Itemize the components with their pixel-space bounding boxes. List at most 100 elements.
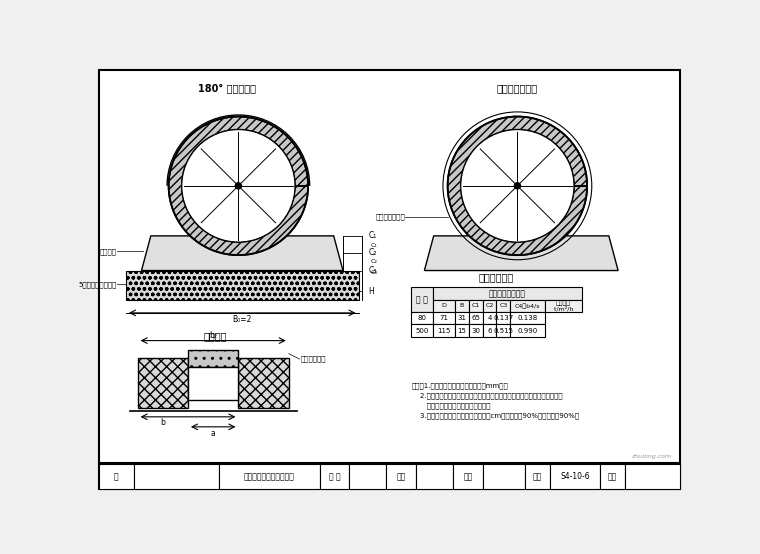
Bar — [511, 325, 544, 337]
Text: D: D — [442, 304, 446, 309]
Text: 0.990: 0.990 — [518, 327, 537, 334]
Bar — [411, 325, 433, 337]
Bar — [349, 464, 386, 489]
Bar — [454, 325, 469, 337]
Bar — [239, 357, 289, 408]
Text: C2: C2 — [486, 304, 494, 309]
Bar — [188, 350, 239, 367]
Text: 说明：1.图注尺寸除角度外，其余均以mm计。: 说明：1.图注尺寸除角度外，其余均以mm计。 — [411, 383, 508, 389]
Polygon shape — [169, 116, 308, 255]
Text: C₃: C₃ — [369, 266, 377, 275]
Text: C₂: C₂ — [371, 259, 378, 264]
Bar — [469, 312, 483, 325]
Text: 抚管接口: 抚管接口 — [204, 331, 227, 341]
Bar — [454, 300, 469, 312]
Text: 15: 15 — [457, 327, 466, 334]
Text: 沙石层挺平接口: 沙石层挺平接口 — [497, 83, 538, 93]
Bar — [134, 464, 219, 489]
Text: 4: 4 — [487, 315, 492, 321]
Text: a: a — [211, 428, 215, 438]
Text: 5号光制砂砾套片石: 5号光制砂砾套片石 — [78, 281, 117, 288]
Text: C₃: C₃ — [371, 270, 378, 275]
Polygon shape — [424, 236, 618, 270]
Text: 31: 31 — [457, 315, 466, 321]
Text: 3.基础混凝土简单实底成型：管径在cm以内不小于90%，全不小于90%。: 3.基础混凝土简单实底成型：管径在cm以内不小于90%，全不小于90%。 — [411, 413, 579, 419]
Text: 管道间橡胶垂圈: 管道间橡胶垂圈 — [375, 213, 405, 220]
Polygon shape — [141, 236, 343, 270]
Text: 抄带接口管基尺寸: 抄带接口管基尺寸 — [489, 289, 526, 298]
Circle shape — [461, 130, 574, 242]
Bar — [411, 288, 433, 312]
Text: b: b — [160, 418, 165, 427]
Bar — [320, 464, 349, 489]
Text: 80: 80 — [417, 315, 426, 321]
Circle shape — [515, 183, 521, 189]
Bar — [483, 464, 525, 489]
Bar — [483, 300, 496, 312]
Text: C1: C1 — [471, 304, 480, 309]
Text: 审核: 审核 — [463, 472, 473, 481]
Text: 图号: 图号 — [533, 472, 542, 481]
Bar — [99, 464, 680, 489]
Bar — [496, 325, 511, 337]
Circle shape — [236, 183, 242, 189]
Bar — [525, 464, 550, 489]
Text: B₀=2: B₀=2 — [233, 315, 252, 324]
Text: 65: 65 — [471, 315, 480, 321]
Text: C₂: C₂ — [369, 248, 377, 257]
Bar — [386, 464, 416, 489]
Bar — [469, 325, 483, 337]
Bar — [469, 300, 483, 312]
Bar — [496, 312, 511, 325]
Bar — [411, 312, 433, 325]
Bar — [511, 312, 544, 325]
Polygon shape — [448, 116, 587, 255]
Text: 复核: 复核 — [397, 472, 406, 481]
Text: 切坡面积: 切坡面积 — [100, 248, 117, 255]
Text: 30: 30 — [471, 327, 480, 334]
Bar — [454, 312, 469, 325]
Bar — [483, 312, 496, 325]
Text: 院: 院 — [114, 472, 119, 481]
Text: zhulong.com: zhulong.com — [632, 454, 672, 459]
Bar — [188, 367, 239, 400]
Bar — [550, 464, 600, 489]
Text: S4-10-6: S4-10-6 — [560, 472, 590, 481]
Text: B: B — [460, 304, 464, 309]
Bar — [99, 464, 134, 489]
Text: 71: 71 — [439, 315, 448, 321]
Text: 抄带水泥砂浆: 抄带水泥砂浆 — [300, 356, 326, 362]
Bar — [483, 325, 496, 337]
Bar — [433, 300, 454, 312]
Bar — [496, 300, 511, 312]
Text: 6: 6 — [487, 327, 492, 334]
Bar — [625, 464, 680, 489]
Text: 尺寸及材料表: 尺寸及材料表 — [479, 273, 514, 283]
Bar — [453, 464, 483, 489]
Text: 0.515: 0.515 — [493, 327, 514, 334]
Circle shape — [182, 130, 295, 242]
Text: C3: C3 — [499, 304, 508, 309]
Bar — [433, 325, 454, 337]
Bar — [219, 464, 320, 489]
Text: 115: 115 — [437, 327, 451, 334]
Text: 排水管基础、接口构造图: 排水管基础、接口构造图 — [244, 472, 295, 481]
Bar — [126, 270, 359, 300]
Bar — [416, 464, 453, 489]
Text: 管 径: 管 径 — [416, 295, 428, 304]
Text: 设 计: 设 计 — [328, 472, 340, 481]
Bar — [511, 300, 544, 312]
Text: 500: 500 — [416, 327, 429, 334]
Text: 日期: 日期 — [608, 472, 617, 481]
Text: H: H — [369, 287, 375, 296]
Text: C₁: C₁ — [371, 243, 378, 248]
Text: b₂: b₂ — [209, 331, 217, 340]
Bar — [138, 357, 188, 408]
Bar — [433, 312, 454, 325]
Bar — [433, 288, 581, 300]
Text: 角凹棟，以使整个管基结为一体。: 角凹棟，以使整个管基结为一体。 — [411, 403, 491, 409]
Text: C₁: C₁ — [369, 232, 377, 240]
Text: 180° 混凝土基础: 180° 混凝土基础 — [198, 83, 256, 93]
Text: 尺寸平面
 t/m²/h: 尺寸平面 t/m²/h — [553, 300, 574, 312]
Text: 0.138: 0.138 — [518, 315, 537, 321]
